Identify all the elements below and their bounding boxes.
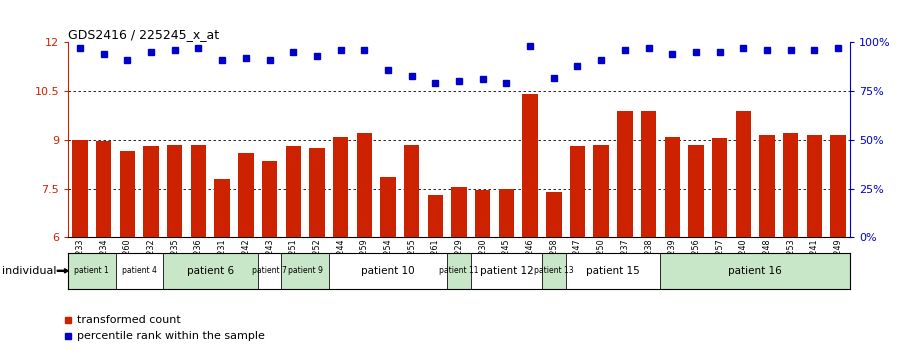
Bar: [163, 253, 257, 289]
Bar: [452, 187, 466, 237]
Bar: [641, 110, 656, 237]
Bar: [167, 145, 183, 237]
Bar: [191, 145, 206, 237]
Bar: [617, 110, 633, 237]
Bar: [309, 148, 325, 237]
Text: patient 16: patient 16: [728, 266, 782, 276]
Bar: [115, 253, 163, 289]
Bar: [806, 135, 822, 237]
Text: patient 15: patient 15: [586, 266, 640, 276]
Bar: [523, 95, 538, 237]
Bar: [333, 137, 348, 237]
Bar: [329, 253, 447, 289]
Text: patient 10: patient 10: [361, 266, 415, 276]
Bar: [735, 110, 751, 237]
Bar: [356, 133, 372, 237]
Text: patient 1: patient 1: [75, 266, 109, 275]
Bar: [712, 138, 727, 237]
Bar: [661, 253, 850, 289]
Bar: [783, 133, 798, 237]
Bar: [471, 253, 542, 289]
Text: individual: individual: [2, 266, 56, 276]
Bar: [759, 135, 774, 237]
Bar: [73, 140, 87, 237]
Bar: [447, 253, 471, 289]
Bar: [831, 135, 845, 237]
Bar: [96, 142, 112, 237]
Text: patient 7: patient 7: [252, 266, 287, 275]
Bar: [475, 190, 491, 237]
Text: GDS2416 / 225245_x_at: GDS2416 / 225245_x_at: [68, 28, 219, 41]
Bar: [282, 253, 329, 289]
Bar: [570, 146, 585, 237]
Text: patient 12: patient 12: [480, 266, 534, 276]
Bar: [427, 195, 443, 237]
Bar: [404, 145, 419, 237]
Bar: [499, 189, 514, 237]
Text: percentile rank within the sample: percentile rank within the sample: [77, 331, 265, 341]
Text: patient 13: patient 13: [534, 266, 574, 275]
Bar: [68, 253, 115, 289]
Bar: [380, 177, 395, 237]
Text: patient 4: patient 4: [122, 266, 156, 275]
Text: patient 6: patient 6: [186, 266, 234, 276]
Bar: [262, 161, 277, 237]
Bar: [565, 253, 661, 289]
Bar: [257, 253, 282, 289]
Bar: [594, 145, 609, 237]
Text: transformed count: transformed count: [77, 315, 181, 325]
Bar: [285, 146, 301, 237]
Bar: [144, 146, 159, 237]
Bar: [664, 137, 680, 237]
Bar: [120, 151, 135, 237]
Bar: [546, 192, 562, 237]
Bar: [215, 179, 230, 237]
Bar: [542, 253, 565, 289]
Bar: [688, 145, 704, 237]
Bar: [238, 153, 254, 237]
Text: patient 9: patient 9: [287, 266, 323, 275]
Text: patient 11: patient 11: [439, 266, 479, 275]
